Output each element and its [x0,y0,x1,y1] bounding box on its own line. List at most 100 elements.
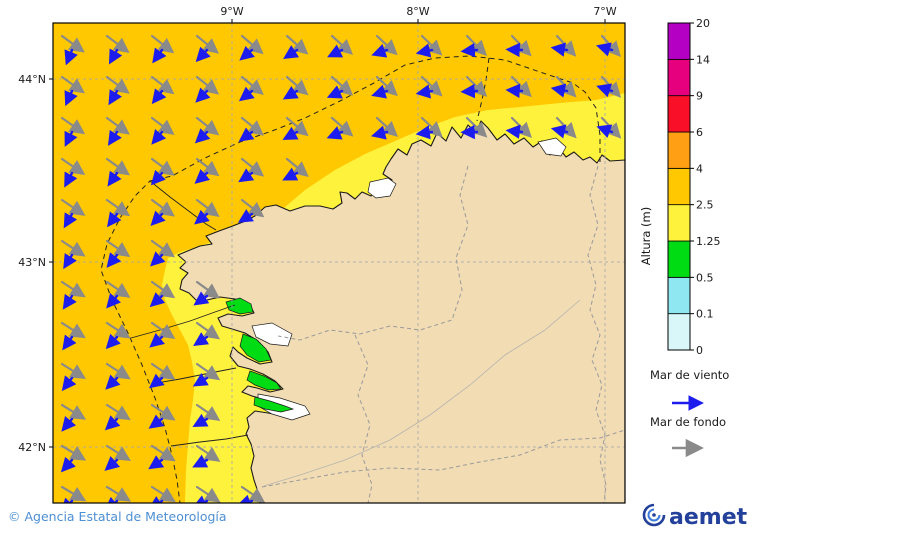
wind-arrow [61,416,77,432]
wind-arrow [150,210,166,226]
wind-arrow [327,44,344,58]
swell-arrow [60,403,87,420]
wind-arrow [106,252,122,268]
green-patch-vigo [253,396,295,413]
swell-arrow [195,485,221,503]
wind-arrow [238,86,255,102]
swell-arrow [150,362,176,380]
wind-arrow [195,46,211,63]
swell-arrow [150,116,175,136]
wind-arrow [152,47,167,64]
swell-arrow [240,198,265,218]
swell-label: Mar de fondo [650,415,726,429]
wind-arrow [282,167,299,181]
graticule [53,23,625,503]
wind-arrow [148,373,165,389]
aemet-logo-text: aemet [669,505,748,530]
swell-arrow [195,116,220,136]
swell-arrow [510,75,532,98]
green-patch-arousa [239,333,272,363]
river-mino [263,299,581,487]
colorbar-tick-label: 1.25 [696,235,721,248]
swell-arrow [60,157,86,176]
wind-arrow [237,209,254,223]
wind-arrow [107,129,122,146]
map-area [53,23,625,503]
swell-arrow [465,116,488,138]
wind-arrow [64,89,78,107]
colorbar-segment [667,131,691,169]
colorbar-tick-label: 9 [696,90,703,103]
wind-arrow [550,83,569,98]
swell-arrow [105,116,130,135]
wind-arrow [283,45,300,60]
swell-arrow [195,321,221,340]
wind-arrow [192,372,209,387]
white-patch-arousa [251,322,293,347]
swell-arrow [60,280,86,298]
wind-arrow [415,125,434,140]
green-patch-muros [225,297,254,315]
swell-arrow [60,485,87,502]
wind-arrow [151,88,167,105]
swell-arrow [105,362,131,380]
swell-arrow [105,34,130,54]
swell-arrow [105,280,131,298]
swell-arrow [150,198,175,217]
swell-arrow [150,485,176,503]
wind-arrow [238,127,255,142]
wind-arrow [193,332,210,347]
border-galicia-asturias [587,165,607,503]
swell-arrow [240,75,264,96]
wind-arrow [107,211,122,228]
colorbar-tick-label: 4 [696,162,703,175]
wind-arrow [191,495,209,503]
colorbar-segment [667,58,691,97]
swell-arrow [105,75,130,94]
colorbar-segment [667,313,691,351]
wind-arrow [596,124,614,139]
swell-arrow [150,403,176,421]
colorbar-segment [667,22,691,60]
zone-line-camarinas [149,180,217,231]
colorbar-segment [667,204,691,242]
wind-sea-label: Mar de viento [650,368,729,382]
swell-arrow [195,34,219,54]
colorbar-tick-label: 2.5 [696,199,714,212]
wind-arrow [326,126,344,140]
y-tick-label: 44°N [18,73,46,86]
white-patch-ferrol [367,177,397,199]
wind-arrow [192,413,209,428]
x-tick-label: 9°W [220,5,243,18]
bares-divider-dashed [476,57,490,122]
colorbar-tick-label: 6 [696,126,703,139]
wind-arrow [460,43,479,58]
wind-arrow [371,43,389,58]
wind-arrow [238,168,255,183]
swell-arrow [60,444,87,461]
wind-arrow [460,83,479,99]
wind-arrow [64,48,78,66]
swell-arrow [105,485,132,502]
swell-arrow [510,116,533,139]
axis-tick-labels: 9°W 8°W 7°W 44°N 43°N 42°N [18,5,617,454]
wind-arrow [236,494,254,503]
swell-arrow [420,116,443,138]
swell-arrow [195,157,220,177]
wind-arrow [104,415,121,431]
copyright-text: © Agencia Estatal de Meteorología [8,509,227,524]
colorbar-tick-label: 0.1 [696,308,714,321]
swell-arrow [150,444,176,462]
swell-arrow [195,362,221,381]
swell-arrow [240,116,264,136]
wind-arrow [415,43,434,58]
wind-arrow [148,414,165,429]
wind-arrow [505,124,524,139]
wind-arrow [194,128,211,144]
colorbar-tick-label: 20 [696,17,710,30]
colorbar-segment [667,240,691,278]
y-tick-label: 42°N [18,441,46,454]
wind-arrow [105,333,121,350]
wind-arrow [107,170,122,187]
